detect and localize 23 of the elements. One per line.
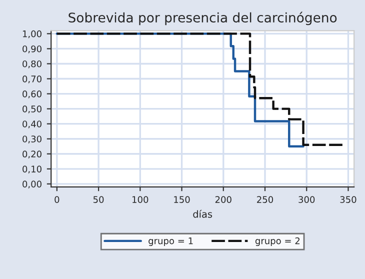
x-tick-label: 250: [257, 196, 274, 203]
y-tick-label: 0,70: [22, 75, 42, 84]
y-tick-label: 0,50: [22, 106, 42, 114]
y-tick-label: 0,10: [22, 166, 42, 174]
y-tick-label: 0,40: [22, 120, 42, 128]
x-tick-label: 50: [93, 196, 104, 203]
x-tick-label: 300: [298, 196, 315, 203]
x-tick-label: 0: [54, 196, 60, 203]
x-tick-label: 350: [340, 196, 356, 203]
x-tick-label: 100: [132, 196, 148, 203]
x-tick-label: 200: [215, 196, 232, 203]
y-tick-label: 0,20: [22, 150, 42, 158]
y-tick-label: 0,80: [22, 60, 42, 68]
x-axis-title: días: [193, 210, 212, 218]
legend-label: grupo = 2: [255, 237, 300, 246]
x-tick-label: 150: [174, 196, 190, 203]
y-tick-label: 0,00: [22, 180, 42, 188]
legend-label: grupo = 1: [148, 238, 193, 246]
y-tick-label: 0,60: [22, 90, 42, 98]
y-tick-label: 1,00: [22, 30, 42, 38]
y-tick-label: 0,30: [22, 136, 42, 144]
chart-title: Sobrevida por presencia del carcinógeno: [68, 12, 337, 26]
y-tick-label: 0,90: [22, 45, 42, 54]
